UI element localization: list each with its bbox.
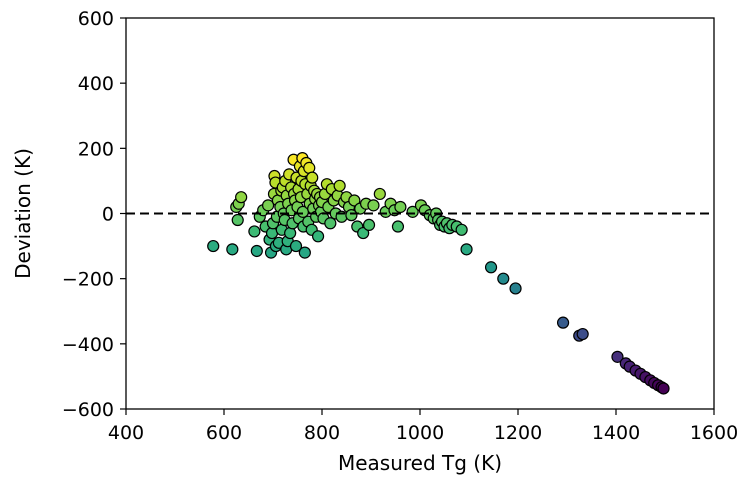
data-point (357, 226, 370, 240)
data-point (345, 209, 358, 222)
x-axis-label: Measured Tg (K) (338, 451, 502, 475)
data-point (226, 243, 239, 256)
x-tick-label: 400 (108, 422, 144, 444)
data-point (262, 199, 275, 212)
data-point (373, 187, 386, 201)
x-tick-label: 1000 (396, 422, 444, 444)
data-point (460, 243, 473, 256)
x-axis-ticks: 400 600 800 1000 1200 1400 1600 (108, 409, 738, 444)
data-point (248, 225, 261, 238)
y-tick-label: 600 (78, 8, 114, 30)
data-point (576, 327, 589, 341)
data-points (207, 152, 670, 395)
data-point (406, 205, 419, 218)
data-point (556, 316, 570, 329)
data-point (497, 272, 510, 285)
x-tick-label: 1400 (592, 422, 640, 444)
y-axis-ticks: −600 −400 −200 0 200 400 600 (62, 8, 126, 421)
data-point (289, 239, 303, 253)
y-tick-label: 0 (102, 204, 114, 226)
x-tick-label: 600 (206, 422, 242, 444)
data-point (207, 239, 220, 253)
data-point (333, 179, 346, 192)
data-point (231, 213, 244, 227)
x-tick-label: 800 (304, 422, 340, 444)
data-point (235, 191, 248, 204)
data-point (455, 223, 468, 236)
y-tick-label: −600 (62, 399, 114, 421)
data-point (311, 230, 325, 243)
data-point (362, 218, 376, 232)
data-point (657, 382, 670, 395)
data-point (394, 200, 407, 214)
data-point (611, 350, 624, 363)
data-point (367, 199, 380, 212)
x-tick-label: 1200 (494, 422, 542, 444)
y-axis-label: Deviation (K) (11, 148, 35, 279)
data-point (250, 244, 263, 258)
y-tick-label: 400 (78, 73, 114, 95)
y-tick-label: −400 (62, 334, 114, 356)
data-point (324, 217, 337, 230)
data-point (391, 220, 405, 233)
data-point (306, 171, 319, 184)
data-point (298, 246, 311, 259)
data-point (348, 194, 361, 207)
data-point (509, 282, 522, 295)
y-tick-label: 200 (78, 138, 114, 160)
data-point (484, 261, 498, 274)
x-tick-label: 1600 (690, 422, 738, 444)
y-tick-label: −200 (62, 269, 114, 291)
